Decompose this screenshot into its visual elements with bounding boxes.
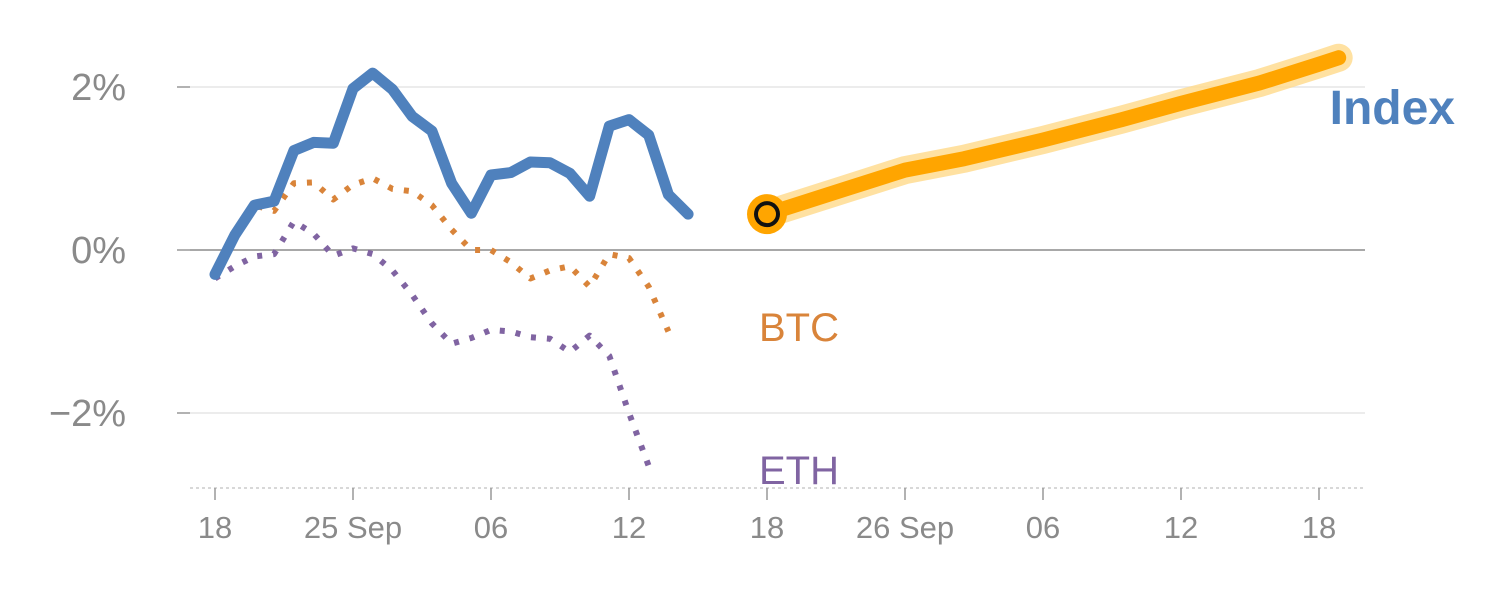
x-tick-label: 26 Sep xyxy=(856,510,954,545)
x-tick-label: 18 xyxy=(750,510,784,545)
y-tick-label: −2% xyxy=(49,393,126,435)
axis-layer: 2% 0% −2% 18 25 Sep 06 12 18 26 Sep 06 12 18 xyxy=(49,67,1365,545)
x-tick-label: 06 xyxy=(474,510,508,545)
label-layer: Index BTC ETH xyxy=(759,82,1455,493)
current-value-marker xyxy=(754,201,780,228)
series-layer xyxy=(209,43,1353,468)
series-label-btc: BTC xyxy=(759,306,839,350)
x-tick-label: 18 xyxy=(1302,510,1336,545)
series-eth-line xyxy=(213,218,652,468)
y-tick-label: 2% xyxy=(71,67,126,109)
x-tick-label: 18 xyxy=(198,510,232,545)
y-tick-label: 0% xyxy=(71,230,126,272)
series-forecast-line xyxy=(759,50,1347,222)
grid-layer xyxy=(190,86,1365,414)
series-index-line xyxy=(209,67,694,280)
series-btc-line xyxy=(212,175,672,333)
x-tick-label: 12 xyxy=(612,510,646,545)
series-label-index: Index xyxy=(1330,82,1456,135)
x-tick-label: 06 xyxy=(1026,510,1060,545)
series-label-eth: ETH xyxy=(759,449,839,493)
x-tick-label: 12 xyxy=(1164,510,1198,545)
x-tick-label: 25 Sep xyxy=(304,510,402,545)
